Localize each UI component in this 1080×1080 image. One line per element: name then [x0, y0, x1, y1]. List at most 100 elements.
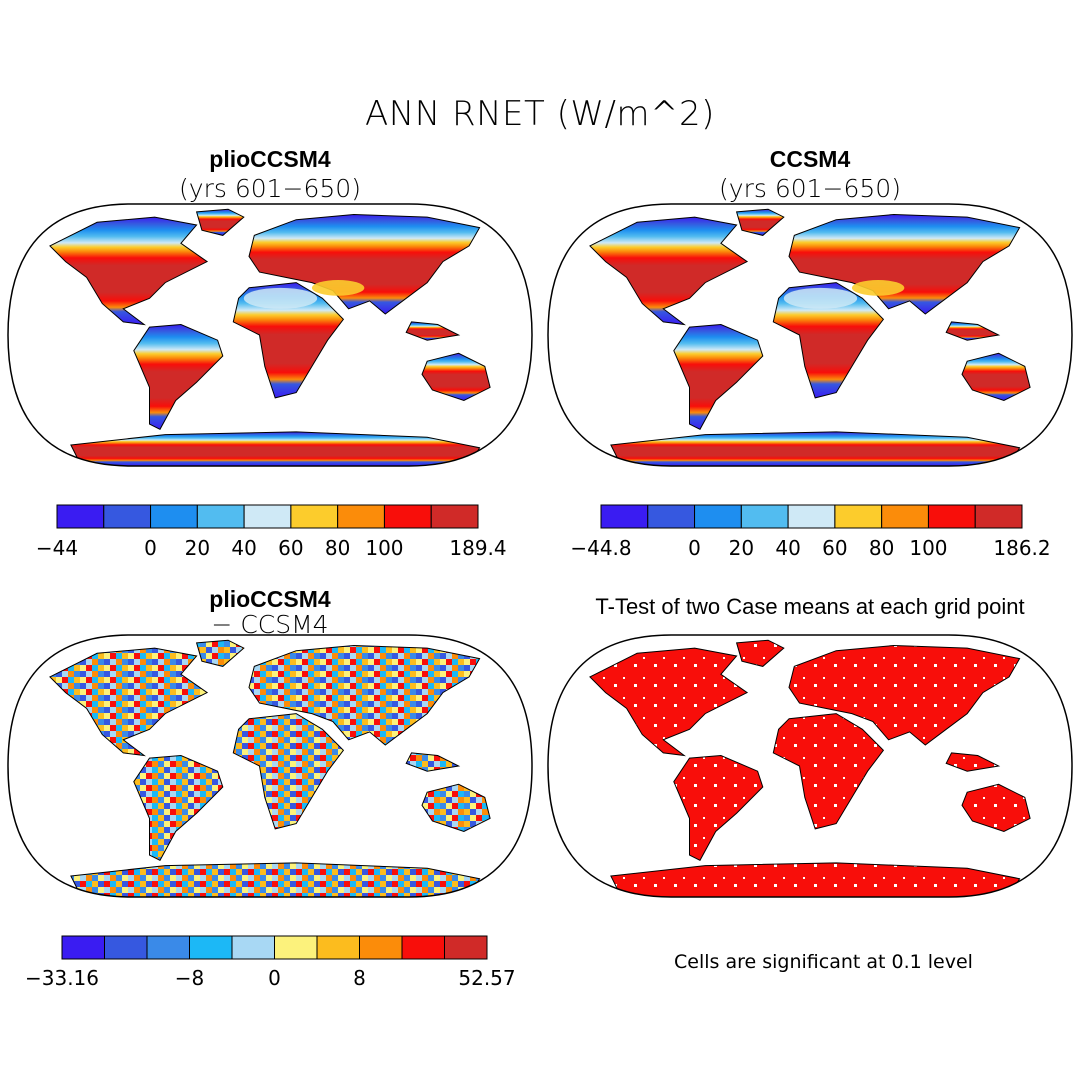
- land-northAmerica: [589, 647, 749, 757]
- colorbar-swatch: [316, 935, 360, 960]
- land-greenland: [195, 639, 245, 667]
- map-outline-3: [7, 634, 533, 898]
- colorbar-tick-label: −44.8: [570, 536, 632, 560]
- land-antarctica: [70, 431, 481, 466]
- map-panel-1: [7, 203, 533, 467]
- colorbar-swatch: [150, 504, 198, 529]
- land-africa: [772, 282, 885, 399]
- colorbar-swatch: [359, 935, 403, 960]
- land-seAsia: [405, 752, 461, 772]
- colorbar-tick-label: 100: [365, 536, 404, 560]
- land-seAsia: [945, 321, 1001, 341]
- land-greenland: [735, 639, 785, 667]
- colorbar-tick-label: 0: [144, 536, 157, 560]
- colorbar-swatch: [231, 935, 275, 960]
- colorbar-tick-label: 60: [822, 536, 848, 560]
- map-panel-4: [547, 634, 1073, 898]
- colorbar-tick-label: 0: [688, 536, 701, 560]
- colorbar-swatch: [927, 504, 976, 529]
- colorbar-swatch: [694, 504, 742, 529]
- land-eurasia: [248, 644, 481, 746]
- panel1-title: plioCCSM4: [209, 146, 331, 172]
- colorbar-tick-label: −8: [174, 966, 205, 990]
- land-greenland: [195, 208, 245, 236]
- land-northAmerica: [49, 216, 209, 326]
- land-africa: [232, 282, 345, 399]
- colorbar-swatch: [881, 504, 929, 529]
- colorbar-tick-label: 189.4: [449, 536, 507, 560]
- land-southAmerica: [673, 754, 764, 861]
- colorbar-swatch: [103, 504, 152, 529]
- colorbar-swatch: [274, 935, 318, 960]
- colorbar-swatch: [61, 935, 105, 960]
- land-southAmerica: [133, 754, 224, 861]
- land-seAsia: [945, 752, 1001, 772]
- colorbar-tick-label: 52.57: [458, 966, 516, 990]
- significance-note: Cells are significant at 0.1 level: [674, 951, 973, 973]
- panel4-title: T-Test of two Case means at each grid po…: [595, 594, 1025, 619]
- colorbar-tick-label: −44: [35, 536, 79, 560]
- colorbar-swatch: [834, 504, 883, 529]
- colorbar-tick-label: 40: [231, 536, 257, 560]
- colorbar-3: [61, 935, 488, 960]
- land-greenland: [735, 208, 785, 236]
- colorbar-swatch: [290, 504, 339, 529]
- colorbar-tick-label: 20: [184, 536, 211, 560]
- colorbar-swatch: [974, 504, 1023, 529]
- colorbar-swatch: [430, 504, 479, 529]
- land-eurasia: [248, 213, 481, 315]
- map-outline-1: [7, 203, 533, 467]
- colorbar-swatch: [444, 935, 488, 960]
- map-panel-2: [547, 203, 1073, 467]
- colorbar-tick-label: 8: [353, 966, 366, 990]
- colorbar-swatch: [337, 504, 385, 529]
- map-panel-3: [7, 634, 533, 898]
- colorbar-tick-label: 80: [324, 536, 351, 560]
- map-outline-2: [547, 203, 1073, 467]
- colorbar-1: [56, 504, 479, 529]
- land-northAmerica: [49, 647, 209, 757]
- land-eurasia: [788, 213, 1021, 315]
- land-seAsia: [405, 321, 461, 341]
- colorbar-tick-label: 186.2: [993, 536, 1051, 560]
- land-australia: [961, 783, 1031, 833]
- colorbar-tick-label: 100: [909, 536, 948, 560]
- colorbar-swatch: [189, 935, 233, 960]
- land-australia: [421, 783, 491, 833]
- figure-title: ANN RNET (W/m^2): [365, 94, 715, 134]
- land-antarctica: [610, 431, 1021, 466]
- colorbar-swatch: [600, 504, 649, 529]
- colorbar-2: [600, 504, 1023, 529]
- land-eurasia: [788, 644, 1021, 746]
- land-africa: [232, 713, 345, 830]
- land-antarctica: [610, 862, 1021, 897]
- map-outline-4: [547, 634, 1073, 898]
- colorbar-tick-label: 60: [278, 536, 304, 560]
- colorbar-swatch: [196, 504, 245, 529]
- land-africa: [772, 713, 885, 830]
- colorbar-tick-label: −33.16: [24, 966, 100, 990]
- land-antarctica: [70, 862, 481, 897]
- colorbar-swatch: [56, 504, 105, 529]
- land-northAmerica: [589, 216, 749, 326]
- panel2-subtitle: (yrs 601−650): [719, 174, 901, 203]
- land-australia: [421, 352, 491, 402]
- colorbar-tick-label: 0: [268, 966, 281, 990]
- panel1-subtitle: (yrs 601−650): [179, 174, 361, 203]
- land-australia: [961, 352, 1031, 402]
- land-southAmerica: [133, 323, 224, 430]
- colorbar-swatch: [647, 504, 696, 529]
- colorbar-tick-label: 80: [868, 536, 895, 560]
- land-southAmerica: [673, 323, 764, 430]
- colorbar-swatch: [243, 504, 292, 529]
- colorbar-tick-label: 40: [775, 536, 801, 560]
- colorbar-swatch: [401, 935, 445, 960]
- colorbar-swatch: [146, 935, 190, 960]
- colorbar-swatch: [104, 935, 148, 960]
- panel3-subtitle: − CCSM4: [211, 610, 329, 639]
- colorbar-swatch: [740, 504, 789, 529]
- colorbar-tick-label: 20: [728, 536, 755, 560]
- panel3-title: plioCCSM4: [209, 586, 331, 612]
- panel2-title: CCSM4: [769, 146, 851, 172]
